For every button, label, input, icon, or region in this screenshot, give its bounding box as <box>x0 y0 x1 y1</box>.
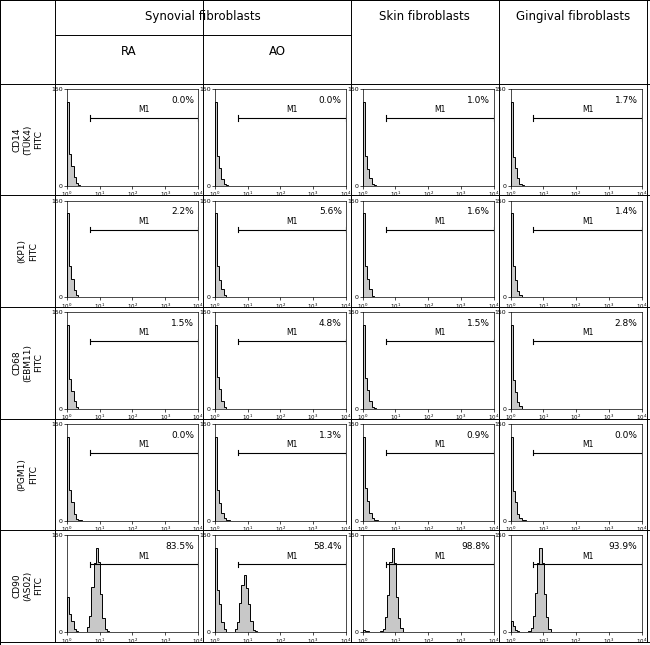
Text: M1: M1 <box>434 217 445 226</box>
Text: (KP1)
FITC: (KP1) FITC <box>18 239 38 263</box>
Text: 58.4%: 58.4% <box>313 542 342 551</box>
Text: 0.0%: 0.0% <box>615 431 638 439</box>
Text: Skin fibroblasts: Skin fibroblasts <box>380 10 471 23</box>
Text: M1: M1 <box>582 551 593 561</box>
Text: M1: M1 <box>434 328 445 337</box>
Text: 2.8%: 2.8% <box>615 319 638 328</box>
Text: M1: M1 <box>138 105 150 114</box>
Text: M1: M1 <box>434 440 445 449</box>
Text: M1: M1 <box>286 328 298 337</box>
Text: 0.0%: 0.0% <box>171 431 194 439</box>
Text: 1.5%: 1.5% <box>171 319 194 328</box>
Text: 0.0%: 0.0% <box>319 96 342 104</box>
Text: 1.3%: 1.3% <box>319 431 342 439</box>
Text: 98.8%: 98.8% <box>461 542 489 551</box>
Text: M1: M1 <box>582 440 593 449</box>
Text: 1.4%: 1.4% <box>615 208 638 216</box>
Text: M1: M1 <box>286 551 298 561</box>
Text: CD90
(AS02)
FITC: CD90 (AS02) FITC <box>12 571 44 601</box>
Text: M1: M1 <box>286 105 298 114</box>
Text: 1.0%: 1.0% <box>467 96 489 104</box>
Text: AO: AO <box>268 45 285 58</box>
Text: M1: M1 <box>138 217 150 226</box>
Text: 93.9%: 93.9% <box>609 542 638 551</box>
Text: M1: M1 <box>582 217 593 226</box>
Text: M1: M1 <box>582 328 593 337</box>
Text: Synovial fibroblasts: Synovial fibroblasts <box>145 10 261 23</box>
Text: Gingival fibroblasts: Gingival fibroblasts <box>515 10 630 23</box>
Text: 2.2%: 2.2% <box>171 208 194 216</box>
Text: M1: M1 <box>434 551 445 561</box>
Text: 1.5%: 1.5% <box>467 319 489 328</box>
Text: CD68
(EBM11)
FITC: CD68 (EBM11) FITC <box>12 344 44 382</box>
Text: 4.8%: 4.8% <box>319 319 342 328</box>
Text: M1: M1 <box>138 328 150 337</box>
Text: RA: RA <box>122 45 137 58</box>
Text: CD14
(TÜK4)
FITC: CD14 (TÜK4) FITC <box>12 124 44 155</box>
Text: 1.6%: 1.6% <box>467 208 489 216</box>
Text: M1: M1 <box>582 105 593 114</box>
Text: M1: M1 <box>286 440 298 449</box>
Text: 1.7%: 1.7% <box>615 96 638 104</box>
Text: M1: M1 <box>138 440 150 449</box>
Text: M1: M1 <box>286 217 298 226</box>
Text: 0.0%: 0.0% <box>171 96 194 104</box>
Text: M1: M1 <box>434 105 445 114</box>
Text: M1: M1 <box>138 551 150 561</box>
Text: (PGM1)
FITC: (PGM1) FITC <box>18 458 38 491</box>
Text: 5.6%: 5.6% <box>319 208 342 216</box>
Text: 83.5%: 83.5% <box>165 542 194 551</box>
Text: 0.9%: 0.9% <box>467 431 489 439</box>
